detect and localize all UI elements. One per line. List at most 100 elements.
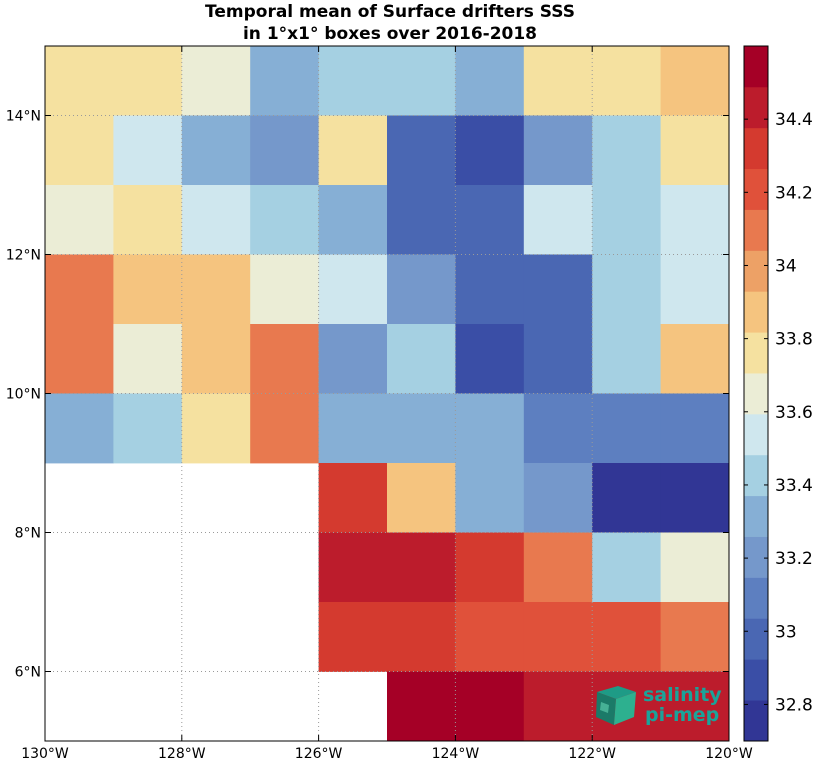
heatmap-cell (113, 46, 183, 116)
heatmap-cell (250, 185, 319, 255)
x-tick-label: 122°W (568, 746, 616, 762)
heatmap-cell (181, 115, 251, 186)
colorbar-segment (744, 577, 768, 619)
heatmap-cell (455, 393, 525, 464)
colorbar (743, 45, 769, 742)
colorbar-tick-label: 33.4 (775, 476, 813, 496)
colorbar-segment (744, 454, 768, 497)
heatmap-cell (660, 602, 730, 672)
chart-title-line-2: in 1°x1° boxes over 2016-2018 (243, 24, 537, 44)
heatmap-cell (592, 324, 661, 394)
heatmap-cell (592, 46, 661, 116)
heatmap-cell (318, 46, 388, 116)
colorbar-tick-label: 32.8 (775, 695, 813, 715)
heatmap-cell (45, 46, 114, 116)
x-tick-label: 128°W (158, 746, 206, 762)
colorbar-segment (744, 86, 768, 129)
heatmap-cell (592, 254, 661, 325)
heatmap-cell (523, 671, 593, 742)
heatmap-cell (113, 185, 183, 255)
colorbar-segment (744, 127, 768, 170)
x-tick-label: 120°W (705, 746, 753, 762)
heatmap-cell (660, 254, 730, 325)
heatmap-cell (318, 185, 388, 255)
heatmap-cell (318, 324, 388, 394)
heatmap-cell (592, 532, 661, 603)
x-tick-label: 130°W (21, 746, 69, 762)
heatmap-cell (455, 46, 525, 116)
colorbar-segment (744, 46, 768, 88)
heatmap-cell (181, 393, 251, 464)
heatmap-cell (45, 254, 114, 325)
heatmap-cell (387, 115, 456, 186)
heatmap-cell (387, 463, 456, 533)
heatmap-cell (523, 324, 593, 394)
colorbar-segment (744, 536, 768, 578)
heatmap-cell (318, 602, 388, 672)
heatmap-cell (318, 463, 388, 533)
heatmap-cell (455, 532, 525, 603)
colorbar-segment (744, 659, 768, 701)
colorbar-tick-label: 33.6 (775, 403, 813, 423)
heatmap-cell (387, 254, 456, 325)
heatmap-cell (660, 46, 730, 116)
logo-text-salinity: salinity (643, 684, 722, 706)
logo-cube-icon (596, 686, 636, 725)
heatmap-cell (113, 393, 183, 464)
heatmap-cell (455, 115, 525, 186)
x-tick-label: 124°W (432, 746, 480, 762)
heatmap-cell (387, 393, 456, 464)
heatmap-cell (45, 393, 114, 464)
heatmap-cell (181, 46, 251, 116)
colorbar-segment (744, 495, 768, 537)
heatmap-cell (592, 185, 661, 255)
heatmap-cell (523, 185, 593, 255)
heatmap-cell (113, 254, 183, 325)
heatmap-cell (387, 46, 456, 116)
colorbar-tick-label: 34 (775, 256, 797, 276)
heatmap-cell (455, 463, 525, 533)
heatmap-cells (45, 46, 730, 742)
heatmap-cell (45, 185, 114, 255)
heatmap-cell (250, 115, 319, 186)
heatmap-cell (455, 602, 525, 672)
colorbar-tick-label: 33 (775, 622, 797, 642)
colorbar-frame (743, 45, 769, 742)
colorbar-segment (744, 618, 768, 660)
heatmap-cell (113, 115, 183, 186)
heatmap-cell (523, 393, 593, 464)
heatmap-cell (250, 324, 319, 394)
colorbar-segment (744, 700, 768, 742)
heatmap-cell (387, 185, 456, 255)
heatmap-cell (250, 393, 319, 464)
heatmap-cell (181, 254, 251, 325)
heatmap-cell (181, 324, 251, 394)
heatmap-cell (660, 324, 730, 394)
colorbar-tick-label: 34.2 (775, 183, 813, 203)
heatmap-cell (45, 324, 114, 394)
colorbar-segment (744, 413, 768, 456)
heatmap-cell (660, 115, 730, 186)
heatmap-cell (660, 532, 730, 603)
colorbar-segment (744, 168, 768, 210)
heatmap-cell (318, 115, 388, 186)
heatmap-cell (318, 393, 388, 464)
colorbar-segment (744, 250, 768, 292)
heatmap-cell (523, 254, 593, 325)
heatmap-cell (660, 463, 730, 533)
colorbar-segment (744, 291, 768, 333)
heatmap-cell (318, 254, 388, 325)
colorbar-ticks: 32.8 33 33.2 33.4 33.6 33.8 34 34.2 34.4 (744, 110, 813, 715)
heatmap-cell (387, 602, 456, 672)
heatmap-cell (592, 115, 661, 186)
y-tick-label: 14°N (6, 109, 41, 125)
salinity-pi-mep-logo: salinity pi-mep (596, 684, 722, 726)
heatmap-cell (523, 602, 593, 672)
heatmap-cell (523, 463, 593, 533)
heatmap-cell (455, 185, 525, 255)
logo-text-pi-mep: pi-mep (645, 704, 719, 726)
heatmap-cell (181, 185, 251, 255)
colorbar-tick-label: 33.2 (775, 549, 813, 569)
colorbar-tick-label: 34.4 (775, 110, 813, 130)
colorbar-segment (744, 373, 768, 415)
